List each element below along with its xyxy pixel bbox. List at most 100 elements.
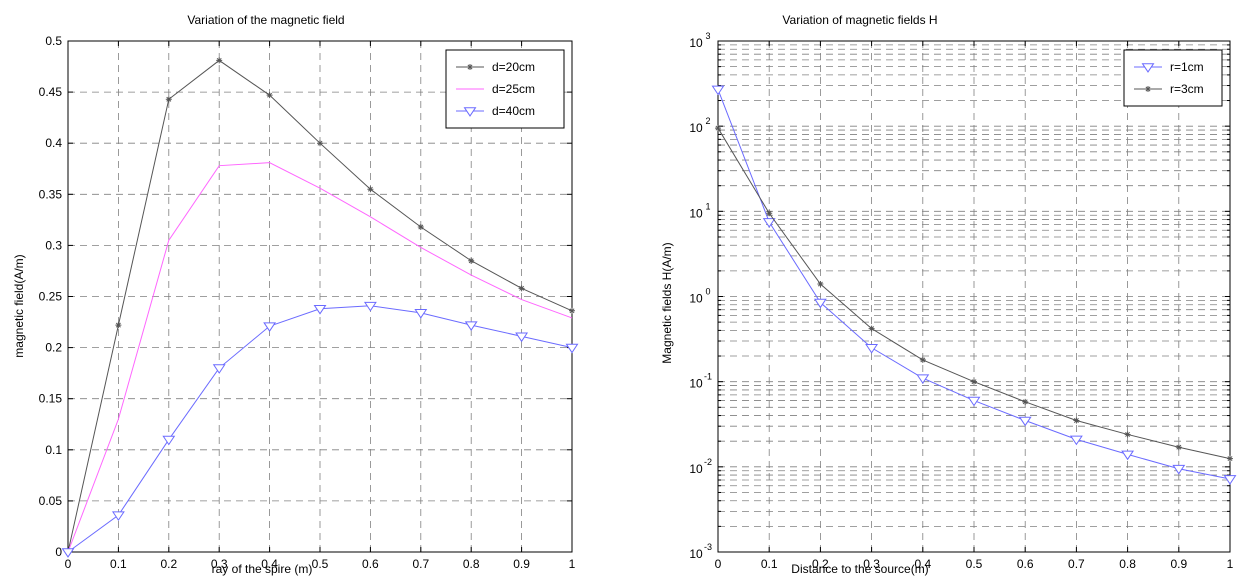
y-tick-label: 0.25 [39, 290, 63, 304]
data-point [711, 85, 725, 96]
x-tick-label: 0.3 [211, 557, 228, 571]
legend-entry: r=1cm [1170, 60, 1204, 74]
data-point [762, 218, 776, 228]
legend-marker [1145, 86, 1151, 92]
x-tick-label: 0 [65, 557, 72, 571]
x-tick-label: 0.8 [463, 557, 480, 571]
data-point [216, 57, 223, 64]
series-d=25cm [67, 162, 573, 553]
axes-box [67, 40, 573, 553]
series-r=3cm [715, 125, 1233, 462]
data-point [971, 378, 977, 385]
data-point [1018, 416, 1032, 427]
legend: d=20cm d=25cm d=40cm [445, 49, 565, 129]
x-tick-label: 0.1 [110, 557, 127, 571]
x-tick-label: 0.5 [312, 557, 329, 571]
chart-title: Variation of magnetic fields H [782, 13, 937, 27]
y-tick-label: 0.35 [39, 187, 63, 201]
data-point [263, 322, 277, 332]
y-tick-exponent: 0 [705, 287, 710, 297]
axes-box [717, 40, 1231, 553]
legend: r=1cm r=3cm [1123, 49, 1223, 107]
data-point [115, 322, 122, 329]
x-tick-label: 0.6 [1017, 557, 1034, 571]
y-tick-label: 0.5 [45, 34, 62, 48]
data-point [1175, 444, 1182, 451]
x-tick-label: 0.4 [261, 557, 278, 571]
y-tick-exponent: 2 [705, 116, 710, 126]
data-point [61, 548, 75, 558]
y-tick-label: 10 [689, 206, 703, 220]
x-tick-label: 1 [1227, 557, 1234, 571]
series-r=1cm [711, 85, 1237, 485]
data-point [766, 210, 773, 217]
y-tick-label: 10 [689, 121, 703, 135]
x-tick-label: 0.4 [914, 557, 931, 571]
data-point [715, 125, 721, 132]
y-tick-exponent: 1 [705, 201, 710, 211]
data-point [868, 325, 875, 332]
y-tick-label: 0 [55, 545, 62, 559]
x-axis-label: ray of the spire (m) [212, 562, 313, 576]
data-point [162, 435, 176, 446]
y-tick-label: 0.2 [45, 341, 62, 355]
data-point [317, 140, 323, 147]
y-tick-label: 0.05 [39, 494, 63, 508]
y-tick-exponent: -1 [704, 372, 712, 382]
series-line [67, 162, 573, 553]
y-tick-label: 0.4 [45, 136, 62, 150]
x-tick-label: 0.5 [966, 557, 983, 571]
data-point [916, 374, 930, 384]
x-tick-label: 1 [569, 557, 576, 571]
y-tick-exponent: 3 [705, 31, 710, 41]
data-point [165, 96, 172, 103]
chart-log: Variation of magnetic fields H Distance … [660, 13, 1237, 576]
y-tick-label: 10 [689, 292, 703, 306]
y-tick-label: 10 [689, 377, 703, 391]
y-tick-label: 10 [689, 462, 703, 476]
x-tick-label: 0.3 [863, 557, 880, 571]
data-point [1172, 464, 1186, 475]
x-tick-label: 0.2 [812, 557, 829, 571]
data-point [313, 304, 327, 315]
x-tick-label: 0.1 [761, 557, 778, 571]
x-tick-label: 0 [715, 557, 722, 571]
data-point [865, 343, 879, 354]
series-d=40cm [61, 301, 579, 558]
data-point [1223, 475, 1237, 485]
data-point [414, 309, 428, 319]
chart-title: Variation of the magnetic field [187, 13, 344, 27]
x-axis-label: Distance to the source(m) [791, 562, 928, 576]
data-point [1069, 435, 1083, 446]
legend-entry: r=3cm [1170, 82, 1204, 96]
legend-entry: d=25cm [492, 82, 535, 96]
data-point [363, 301, 377, 312]
y-tick-label: 0.15 [39, 392, 63, 406]
legend-marker [467, 64, 473, 70]
y-tick-label: 10 [689, 36, 703, 50]
legend-entry: d=20cm [492, 60, 535, 74]
data-point [817, 281, 824, 288]
legend-marker [1141, 63, 1155, 73]
y-axis-label: Magnetic fields H(A/m) [660, 242, 674, 363]
data-point [1022, 398, 1029, 405]
data-point [1124, 431, 1131, 438]
data-point [813, 298, 827, 309]
data-point [111, 511, 125, 522]
legend-entry: d=40cm [492, 104, 535, 118]
data-point [1073, 417, 1080, 424]
data-point [919, 356, 926, 363]
y-tick-label: 0.45 [39, 85, 63, 99]
data-point [1227, 455, 1233, 462]
y-axis-label: magnetic field(A/m) [12, 254, 26, 357]
data-point [569, 307, 575, 314]
x-tick-label: 0.2 [160, 557, 177, 571]
data-point [967, 396, 981, 407]
data-point [565, 343, 579, 354]
x-tick-label: 0.7 [412, 557, 429, 571]
x-tick-label: 0.9 [513, 557, 530, 571]
data-point [367, 186, 374, 193]
legend-box [1123, 49, 1223, 107]
x-tick-label: 0.7 [1068, 557, 1085, 571]
